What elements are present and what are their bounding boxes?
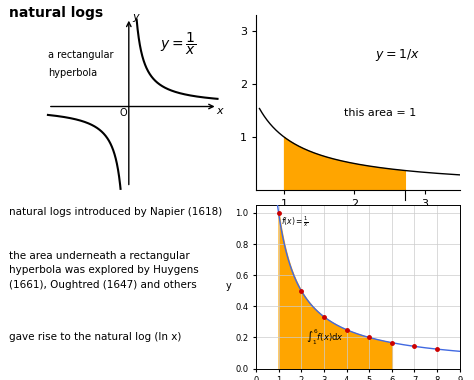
- Text: natural logs: natural logs: [9, 6, 104, 20]
- Text: $f(x) = \frac{1}{x}$: $f(x) = \frac{1}{x}$: [281, 215, 309, 229]
- Text: $e$: $e$: [400, 207, 410, 220]
- Text: $y = \dfrac{1}{x}$: $y = \dfrac{1}{x}$: [160, 30, 197, 57]
- Text: hyperbola: hyperbola: [48, 68, 97, 78]
- Text: the area underneath a rectangular
hyperbola was explored by Huygens
(1661), Ough: the area underneath a rectangular hyperb…: [9, 251, 199, 290]
- Text: a rectangular: a rectangular: [48, 49, 113, 60]
- Text: O: O: [119, 108, 128, 118]
- Text: $y$: $y$: [132, 13, 141, 24]
- Text: this area = 1: this area = 1: [344, 108, 416, 118]
- Text: $\int_1^6 f(x)\mathrm{d}x$: $\int_1^6 f(x)\mathrm{d}x$: [306, 327, 344, 347]
- Text: x: x: [216, 106, 223, 116]
- Text: y: y: [226, 281, 232, 291]
- Text: $y = 1/x$: $y = 1/x$: [375, 47, 420, 63]
- Text: gave rise to the natural log (ln x): gave rise to the natural log (ln x): [9, 332, 182, 342]
- Text: natural logs introduced by Napier (1618): natural logs introduced by Napier (1618): [9, 207, 223, 217]
